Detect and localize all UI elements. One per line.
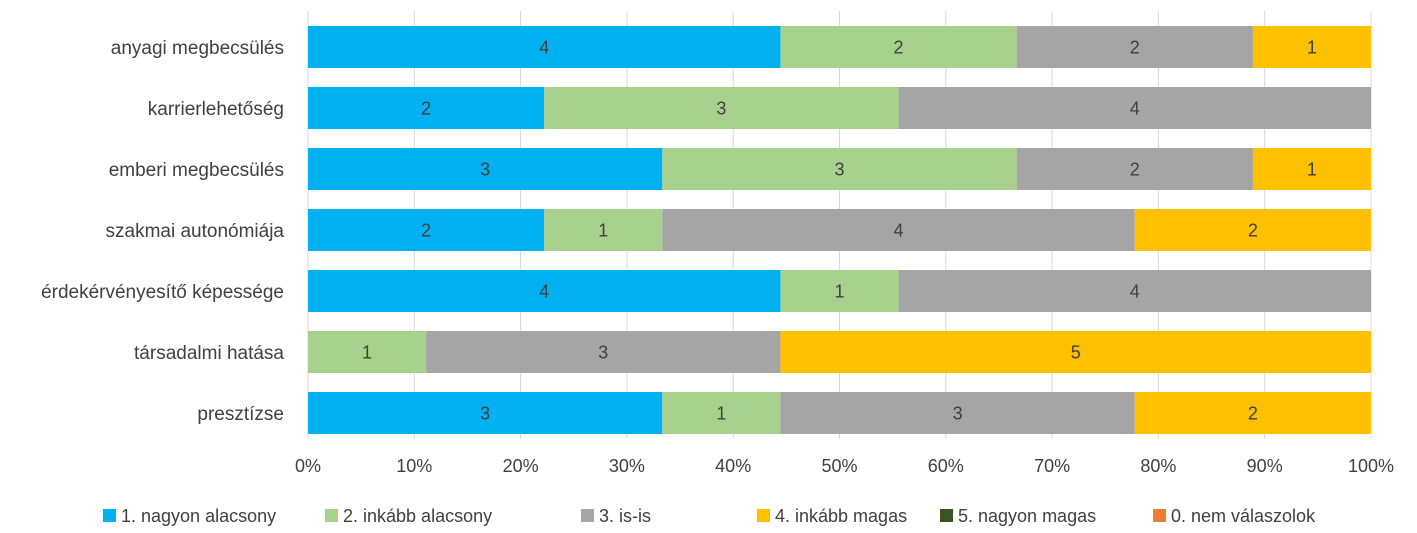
category-label: érdekérvényesítő képessége [41,282,284,303]
category-label: karrierlehetőség [148,99,284,120]
x-tick-label: 0% [295,456,321,476]
bar-value-label: 2 [894,38,904,58]
bar-segment [898,270,1371,312]
bar-segment [780,270,899,312]
legend-label: 2. inkább alacsony [343,506,492,526]
bar-value-label: 1 [362,343,372,363]
bar-segment [544,209,663,251]
bar-segment [1134,209,1371,251]
x-tick-label: 10% [396,456,432,476]
bar-value-label: 5 [1071,343,1081,363]
bar-value-label: 3 [953,404,963,424]
legend-swatch [1153,509,1166,522]
bar-value-label: 2 [1248,404,1258,424]
bar-segment [426,331,781,373]
bar-segment [308,270,781,312]
legend-label: 0. nem válaszolok [1171,506,1316,526]
bar-segment [308,26,781,68]
bar-value-label: 2 [1130,38,1140,58]
bar-value-label: 4 [1130,99,1140,119]
bar-segment [780,26,1017,68]
bar-segment [898,87,1371,129]
bar-value-label: 1 [1307,160,1317,180]
bar-segment [662,392,781,434]
x-tick-label: 50% [821,456,857,476]
legend-label: 1. nagyon alacsony [121,506,276,526]
x-tick-label: 60% [928,456,964,476]
legend-swatch [757,509,770,522]
x-tick-label: 90% [1247,456,1283,476]
bar-segment [308,87,545,129]
legend-label: 5. nagyon magas [958,506,1096,526]
legend-swatch [325,509,338,522]
bar-value-label: 2 [421,99,431,119]
bar-value-label: 1 [1307,38,1317,58]
category-label: emberi megbecsülés [109,160,284,181]
bar-segment [662,209,1135,251]
legend-swatch [581,509,594,522]
category-label: anyagi megbecsülés [111,38,284,59]
bar-value-label: 1 [598,221,608,241]
bar-segment [1016,148,1253,190]
bar-segment [1252,148,1371,190]
bar-segment [308,148,663,190]
x-tick-label: 40% [715,456,751,476]
bar-segment [780,392,1135,434]
bar-value-label: 3 [598,343,608,363]
bar-segment [308,331,427,373]
x-tick-label: 20% [503,456,539,476]
bar-segment [1252,26,1371,68]
bar-value-label: 3 [716,99,726,119]
legend-label: 4. inkább magas [775,506,907,526]
x-tick-label: 80% [1140,456,1176,476]
category-label: társadalmi hatása [134,343,284,364]
bar-value-label: 4 [894,221,904,241]
bar-segment [308,209,545,251]
bar-value-label: 3 [480,404,490,424]
bar-segment [780,331,1371,373]
category-labels: anyagi megbecsülés karrierlehetőség emberi… [41,38,284,425]
bar-segment [544,87,899,129]
legend-swatch [940,509,953,522]
legend: 1. nagyon alacsony 2. inkább alacsony 3. i… [103,506,1316,526]
bar-segment [1016,26,1253,68]
bar-segment [1134,392,1371,434]
legend-label: 3. is-is [599,506,651,526]
legend-swatch [103,509,116,522]
bar-labels: 4 2 2 1 2 3 4 3 3 2 1 2 1 4 2 4 1 4 1 3 5 3 1 3 2 [362,38,1317,424]
bar-value-label: 4 [1130,282,1140,302]
bar-value-label: 2 [1130,160,1140,180]
category-label: szakmai autonómiája [106,221,285,242]
bar-value-label: 1 [716,404,726,424]
bar-value-label: 1 [834,282,844,302]
x-tick-label: 100% [1348,456,1394,476]
bar-value-label: 4 [539,38,549,58]
bar-segment [308,392,663,434]
bars [308,26,1371,434]
bar-value-label: 2 [1248,221,1258,241]
category-label: presztízse [197,404,284,425]
bar-segment [662,148,1017,190]
x-tick-label: 70% [1034,456,1070,476]
x-axis-tick-labels: 0% 10% 20% 30% 40% 50% 60% 70% 80% 90% 100% [295,456,1394,476]
bar-value-label: 4 [539,282,549,302]
bar-value-label: 2 [421,221,431,241]
bar-value-label: 3 [834,160,844,180]
x-tick-label: 30% [609,456,645,476]
bar-value-label: 3 [480,160,490,180]
